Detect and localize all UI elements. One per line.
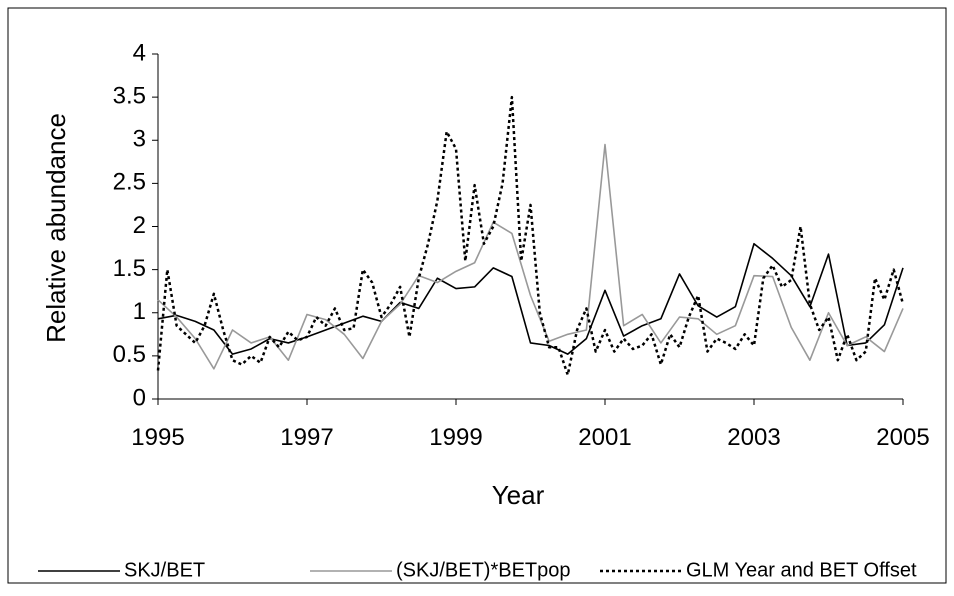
- y-tick-label: 4: [133, 39, 146, 66]
- x-tick-label: 1997: [280, 424, 333, 451]
- x-tick-label: 1999: [429, 424, 482, 451]
- legend-label: SKJ/BET: [124, 559, 205, 581]
- plot-area: 0 0.5 1 1.5 2 2.5 3 3.5 4 1995 1997 1999 2001 2003 200…: [113, 39, 930, 451]
- x-tick-label: 1995: [131, 424, 184, 451]
- y-tick-label: 0: [133, 384, 146, 411]
- x-tick-label: 2001: [578, 424, 631, 451]
- data-line: [157, 143, 904, 370]
- x-tick-label: 2003: [727, 424, 780, 451]
- y-tick-label: 1: [133, 298, 146, 325]
- y-tick-label: 2.5: [113, 169, 146, 196]
- x-tick-label: 2005: [876, 424, 929, 451]
- legend-label: (SKJ/BET)*BETpop: [396, 559, 571, 581]
- y-axis-label: Relative abundance: [41, 113, 71, 343]
- legend-label: GLM Year and BET Offset: [686, 559, 917, 581]
- y-tick-label: 3: [133, 126, 146, 153]
- legend: SKJ/BET (SKJ/BET)*BETpop GLM Year and BET …: [38, 559, 917, 581]
- x-axis-label: Year: [492, 480, 545, 510]
- y-tick-label: 3.5: [113, 82, 146, 109]
- data-line: [156, 95, 905, 377]
- y-tick-label: 1.5: [113, 255, 146, 282]
- data-line: [157, 242, 904, 355]
- y-tick-label: 0.5: [113, 341, 146, 368]
- chart-frame: [7, 7, 947, 584]
- y-tick-label: 2: [133, 212, 146, 239]
